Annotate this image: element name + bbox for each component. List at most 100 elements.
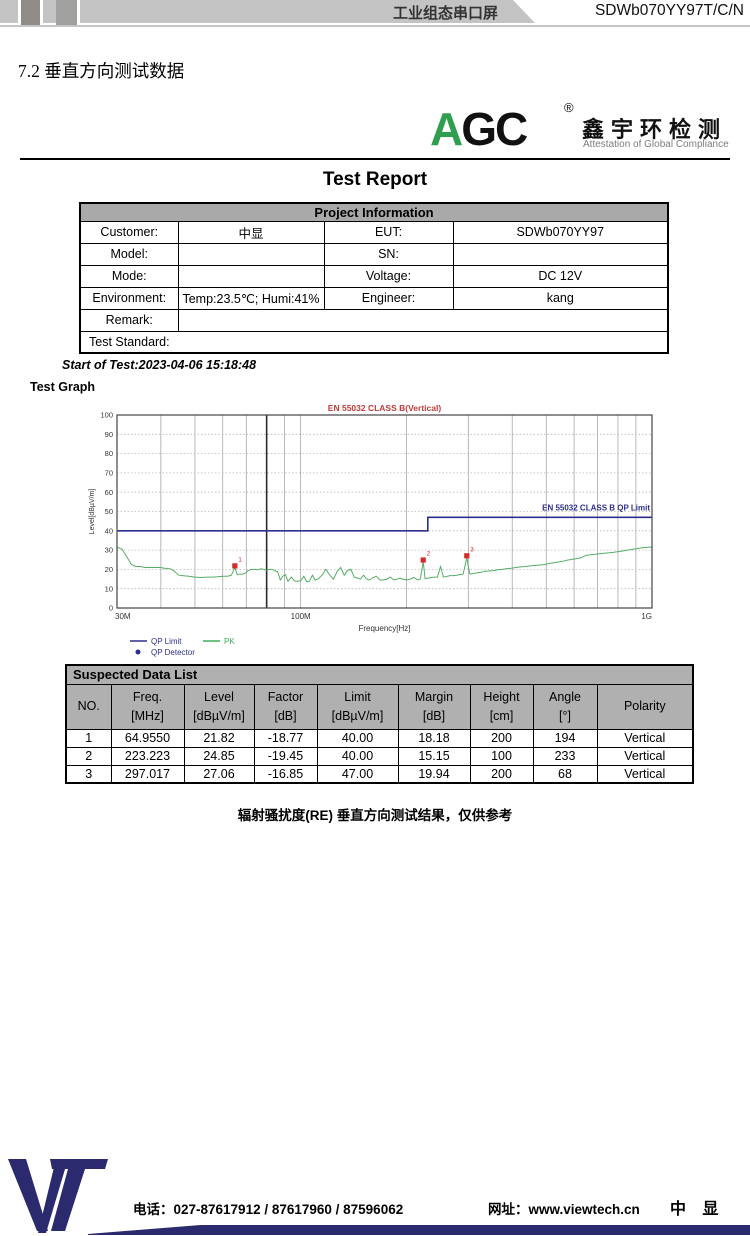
footer-brand: 中 显	[670, 1201, 725, 1218]
x-axis-label: Frequency[Hz]	[358, 624, 410, 633]
marker-number: 2	[427, 551, 431, 558]
cell-value	[452, 242, 669, 266]
column-header: NO.	[65, 683, 112, 730]
legend-qp-detector-label: QP Detector	[151, 648, 195, 657]
x-tick-label: 100M	[291, 612, 311, 621]
start-of-test-timestamp: Start of Test:2023-04-06 15:18:48	[62, 358, 257, 372]
report-title: Test Report	[322, 169, 428, 190]
suspected-data-list-table: Suspected Data List NO. Freq. [MHz] Level…	[65, 664, 695, 784]
header-tab-mark-2	[56, 0, 80, 27]
suspected-list-title: Suspected Data List	[65, 664, 694, 685]
agc-letter-a: A	[430, 103, 463, 155]
legend-qp-detector-swatch	[135, 649, 141, 655]
footer-bar	[88, 1225, 750, 1235]
agc-logo-letters: AGC	[430, 103, 528, 155]
cell-label: Customer:	[79, 220, 179, 244]
cell-value	[177, 308, 669, 332]
y-tick-label: 100	[100, 411, 113, 420]
column-header: Height [cm]	[469, 683, 534, 730]
legend-qp-limit-label: QP Limit	[151, 637, 182, 646]
table-row: Test Standard:	[79, 330, 669, 354]
header-gray-band	[0, 0, 535, 23]
test-graph-label: Test Graph	[30, 380, 96, 394]
x-tick-label: 1G	[641, 612, 652, 621]
column-header: Factor [dB]	[253, 683, 318, 730]
column-header: Freq. [MHz]	[110, 683, 185, 730]
y-tick-label: 80	[105, 449, 113, 458]
cell-value	[177, 242, 325, 266]
header-tab-mark-1	[18, 0, 43, 27]
y-tick-label: 50	[105, 507, 113, 516]
cell-label: Mode:	[79, 264, 179, 288]
logo-divider-rule	[20, 158, 730, 160]
table-row: 1 64.9550 21.82 -18.77 40.00 18.18 200 194 Verti…	[65, 728, 694, 748]
marker-number: 3	[470, 546, 474, 553]
series-qp-limit	[117, 516, 652, 532]
y-tick-label: 30	[105, 546, 113, 555]
column-header: Margin [dB]	[397, 683, 471, 730]
x-tick-label: 30M	[115, 612, 131, 621]
cell-label: EUT:	[323, 220, 454, 244]
section-title: 7.2 垂直方向测试数据	[18, 61, 185, 81]
legend-pk-label: PK	[224, 637, 235, 646]
cell-value: 中显	[177, 220, 325, 244]
marker-number: 1	[238, 556, 242, 563]
cell-value: SDWb070YY97	[452, 220, 669, 244]
cell-label: Model:	[79, 242, 179, 266]
column-header: Polarity	[596, 683, 694, 730]
cell-label: Remark:	[79, 308, 179, 332]
table-row: Model: SN:	[79, 242, 669, 266]
cell-value: DC 12V	[452, 264, 669, 288]
table-row: Customer: 中显 EUT: SDWb070YY97	[79, 220, 669, 244]
footer-website: 网址：www.viewtech.cn	[488, 1202, 640, 1217]
cell-value	[177, 264, 325, 288]
header-product-name: 工业组态串口屏	[392, 5, 498, 22]
cell-value: Temp:23.5℃; Humi:41%	[177, 286, 325, 310]
table-row: 2 223.223 24.85 -19.45 40.00 15.15 100 233 Verti…	[65, 746, 694, 766]
agc-letters-gc: GC	[461, 103, 528, 155]
cell-value: kang	[452, 286, 669, 310]
viewtech-vt-logo	[8, 1159, 108, 1233]
y-axis-label: Level[dBµV/m]	[89, 489, 96, 535]
cell-label: Voltage:	[323, 264, 454, 288]
y-tick-label: 0	[109, 604, 113, 613]
qp-limit-label: EN 55032 CLASS B QP Limit	[542, 503, 650, 512]
agc-chinese-name: 鑫宇环检测	[582, 117, 728, 142]
table-row: Environment: Temp:23.5℃; Humi:41% Engine…	[79, 286, 669, 310]
series-pk	[116, 546, 653, 583]
y-tick-label: 10	[105, 584, 113, 593]
agc-logo: AGC ® 鑫宇环检测 Attestation of Global Compli…	[430, 100, 730, 158]
agc-english-tagline: Attestation of Global Compliance	[583, 139, 729, 150]
page-header: 工业组态串口屏 SDWb070YY97T/C/N	[0, 0, 750, 27]
column-header: Limit [dBµV/m]	[316, 683, 399, 730]
y-tick-label: 90	[105, 430, 113, 439]
result-caption: 辐射骚扰度(RE) 垂直方向测试结果，仅供参考	[237, 808, 513, 823]
registered-mark-icon: ®	[564, 100, 574, 115]
y-tick-label: 40	[105, 526, 113, 535]
marker-point-3	[464, 553, 470, 559]
cell-label: Engineer:	[323, 286, 454, 310]
y-tick-label: 20	[105, 565, 113, 574]
table-row: 3 297.017 27.06 -16.85 47.00 19.94 200 68 Vertic…	[65, 764, 694, 784]
marker-point-2	[420, 557, 426, 563]
header-model-number: SDWb070YY97T/C/N	[594, 2, 744, 19]
column-header: Level [dBµV/m]	[183, 683, 255, 730]
cell-label: Test Standard:	[79, 330, 669, 354]
table-row: Mode: Voltage: DC 12V	[79, 264, 669, 288]
cell-label: SN:	[323, 242, 454, 266]
table-row: Remark:	[79, 308, 669, 332]
marker-point-1	[232, 563, 238, 569]
table-header-row: NO. Freq. [MHz] Level [dBµV/m] Factor [dB] …	[65, 683, 694, 730]
y-tick-label: 70	[105, 469, 113, 478]
emission-chart: EN 55032 CLASS B QP Limit 1 2 3 EN 55032 CLA…	[85, 403, 705, 661]
header-underline	[0, 25, 750, 27]
cell-label: Environment:	[79, 286, 179, 310]
project-information-table: Project Information Customer: 中显 EUT: SD…	[79, 202, 669, 354]
emission-chart-svg: EN 55032 CLASS B QP Limit 1 2 3 EN 55032 CLA…	[89, 403, 653, 657]
footer-phone: 电话：027-87617912 / 87617960 / 87596062	[133, 1202, 404, 1217]
plot-border	[116, 414, 653, 609]
chart-title: EN 55032 CLASS B(Vertical)	[328, 403, 442, 413]
y-tick-label: 60	[105, 488, 113, 497]
column-header: Angle [°]	[532, 683, 598, 730]
